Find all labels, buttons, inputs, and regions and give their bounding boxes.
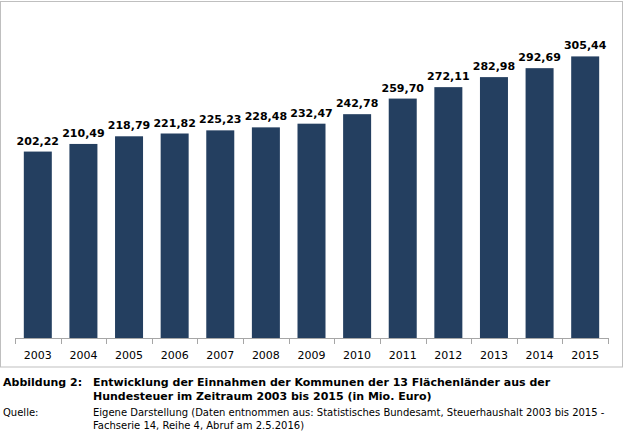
data-label: 228,48 [245,110,287,123]
x-tick-label: 2011 [389,349,417,362]
source: Eigene Darstellung (Daten entnommen aus:… [93,406,613,432]
bar [343,114,371,338]
data-label: 259,70 [382,82,425,95]
bar [252,127,280,338]
x-tick-label: 2003 [24,349,52,362]
data-label: 225,23 [199,113,241,126]
bar [24,152,52,338]
x-tick-label: 2012 [434,349,462,362]
data-label: 210,49 [62,127,104,140]
bar [161,134,189,338]
x-tick-label: 2014 [526,349,554,362]
bar [571,56,599,338]
figure-label: Abbildung 2: [3,376,91,390]
data-label: 282,98 [473,60,515,73]
data-label: 292,69 [518,51,560,64]
bar [298,124,326,338]
data-label: 221,82 [153,117,195,130]
x-tick-label: 2005 [115,349,143,362]
x-tick-label: 2008 [252,349,280,362]
data-label: 202,22 [17,135,59,148]
x-category-separator [15,338,16,344]
x-category-separator [106,338,107,344]
bar [480,77,508,338]
source-label: Quelle: [3,406,91,419]
x-tick-label: 2004 [69,349,97,362]
x-category-separator [197,338,198,344]
x-category-separator [152,338,153,344]
x-axis [15,338,608,339]
x-tick-label: 2010 [343,349,371,362]
bar [206,130,234,338]
bar [434,87,462,338]
x-category-separator [562,338,563,344]
x-category-separator [61,338,62,344]
data-label: 218,79 [108,119,150,132]
x-category-separator [289,338,290,344]
plot-frame [1,2,623,368]
x-tick-label: 2006 [161,349,189,362]
x-category-separator [471,338,472,344]
x-category-separator [243,338,244,344]
x-category-separator [426,338,427,344]
data-label: 272,11 [427,70,469,83]
title: Entwicklung der Einnahmen der Kommunen d… [93,376,553,404]
bar [115,136,143,338]
chart: 202,22 2003 210,49 2004 218,79 2005 221,82 2006… [0,0,623,372]
x-tick-label: 2015 [571,349,599,362]
bar [389,99,417,338]
x-tick-label: 2013 [480,349,508,362]
bars [24,56,599,338]
x-category-separator [334,338,335,344]
x-tick-label: 2009 [298,349,326,362]
bar [69,144,97,338]
data-label: 232,47 [290,107,332,120]
bar [526,68,554,338]
x-category-separator [517,338,518,344]
x-category-separator [380,338,381,344]
x-category-separator [608,338,609,344]
data-label: 242,78 [336,97,378,110]
data-label: 305,44 [564,39,607,52]
x-tick-label: 2007 [206,349,234,362]
